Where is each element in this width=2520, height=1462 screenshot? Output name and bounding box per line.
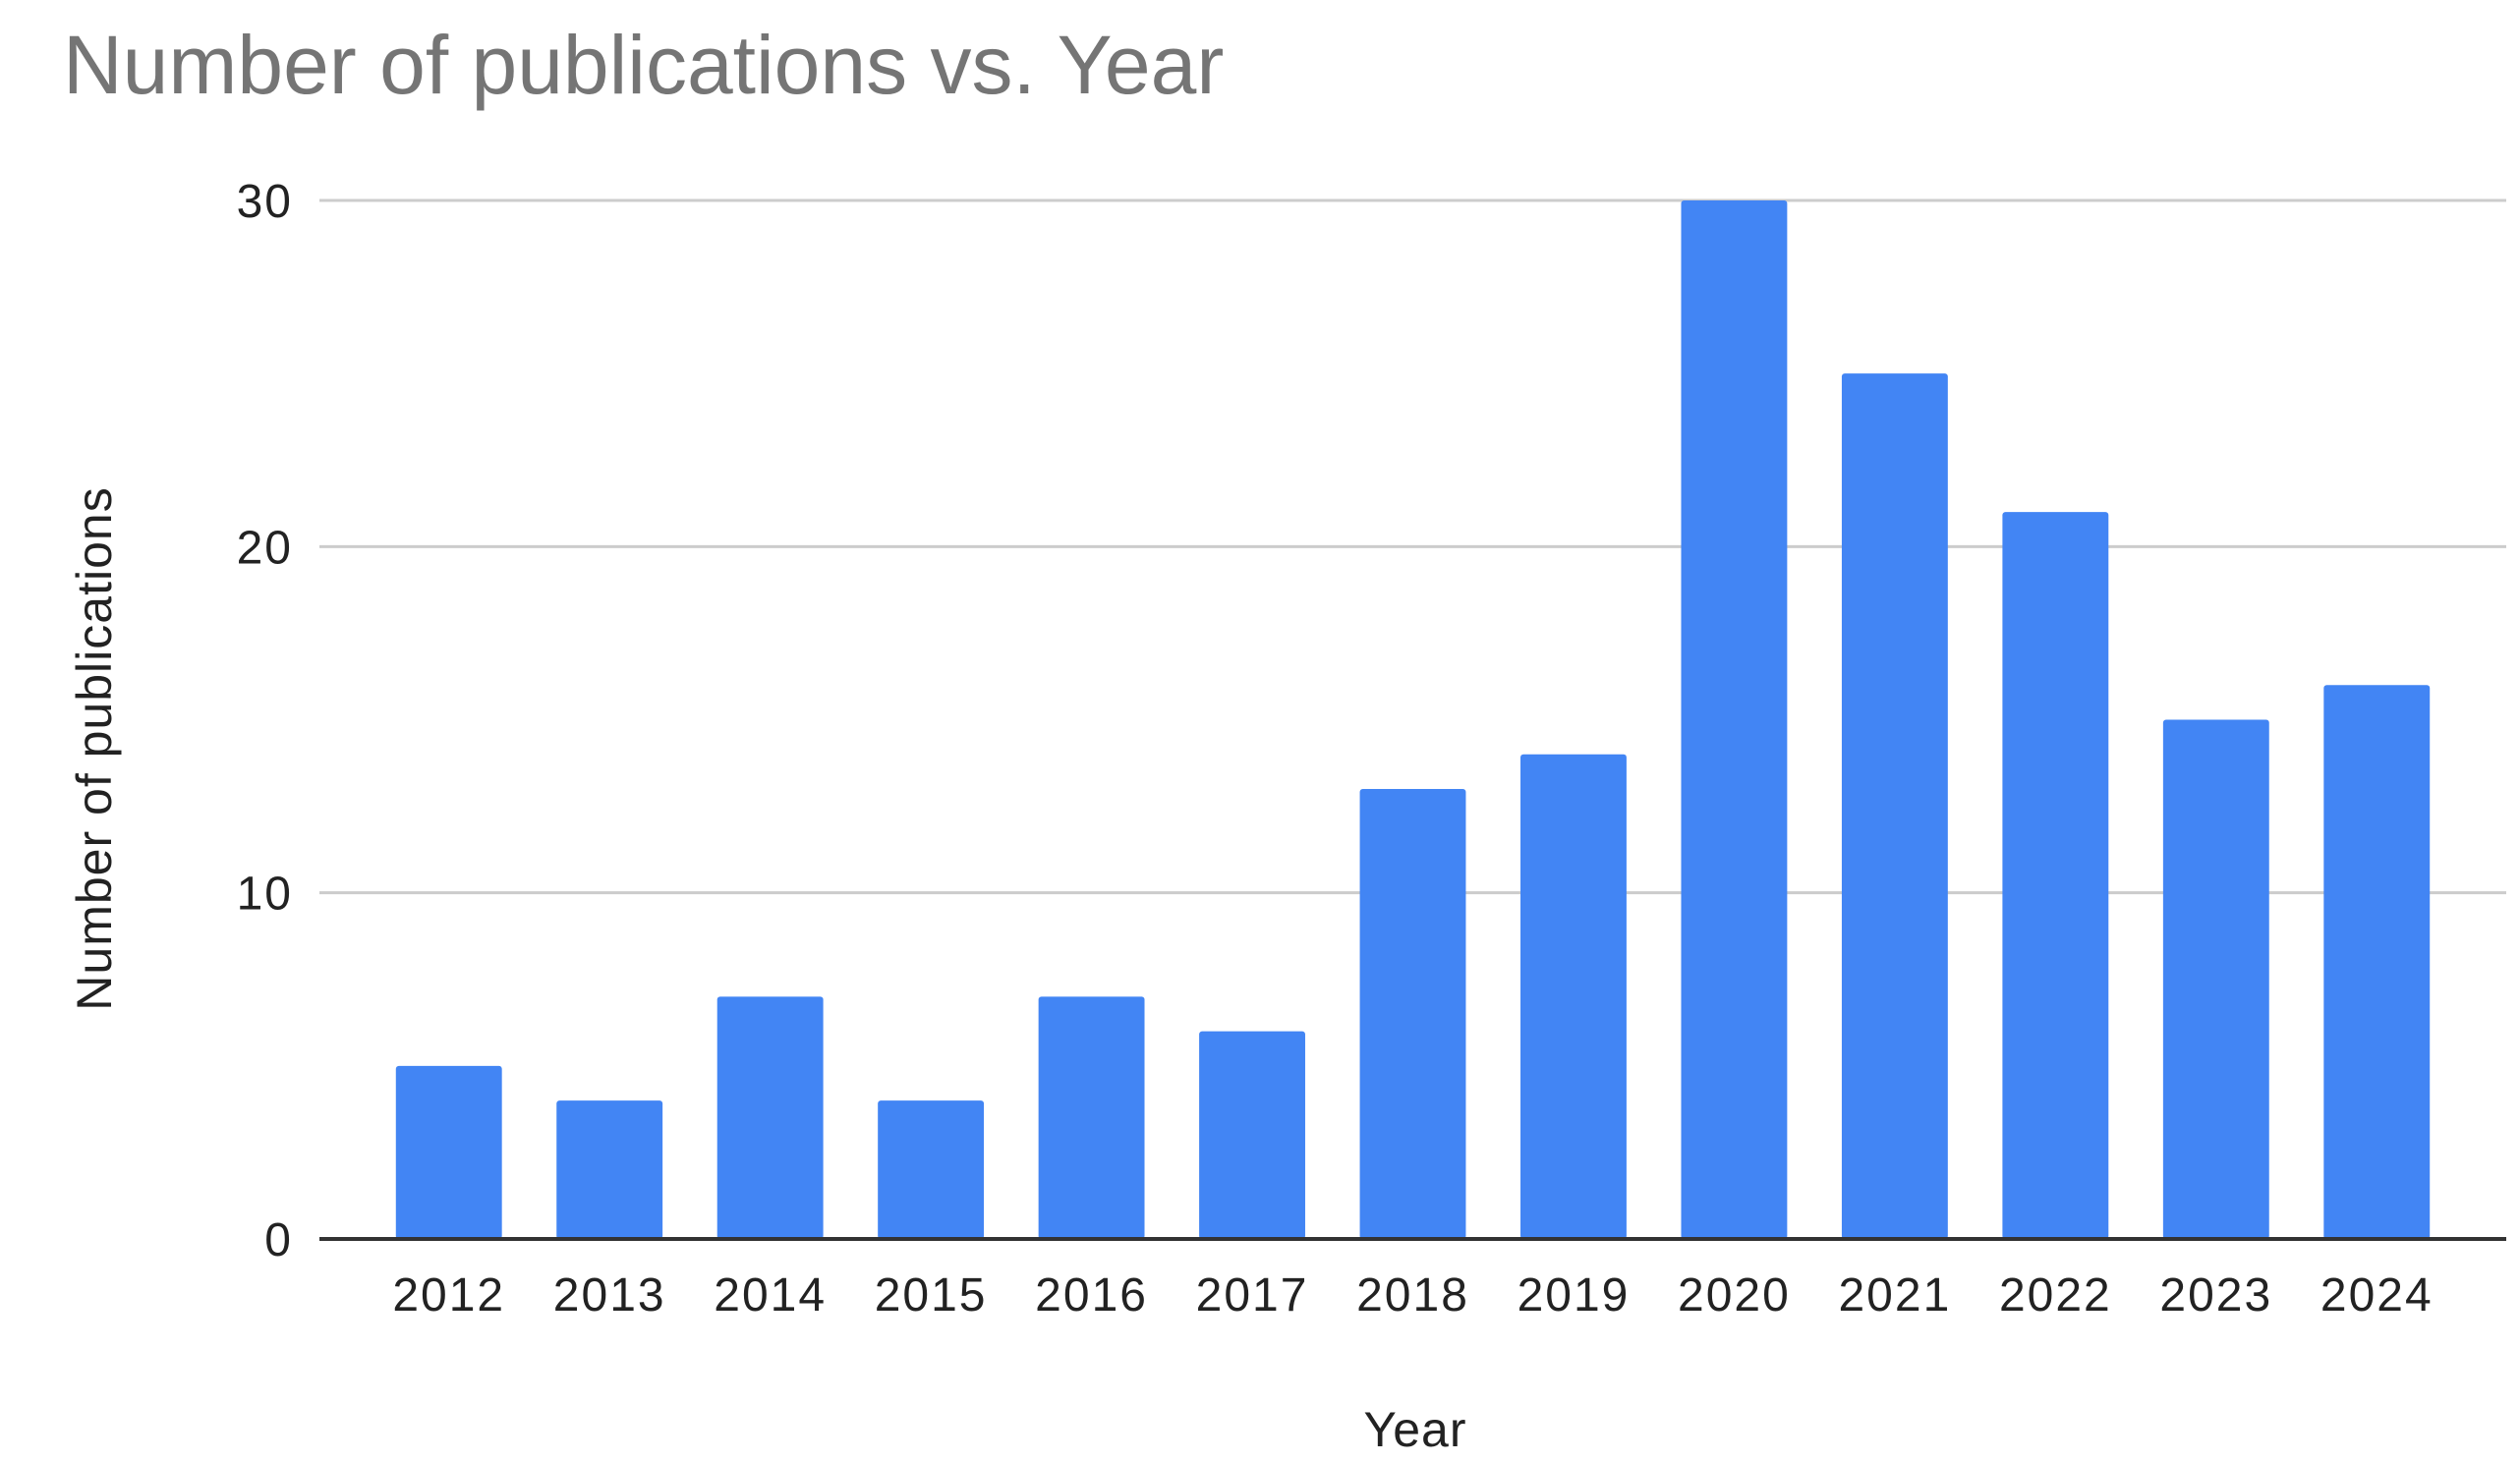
bars [395, 200, 2431, 1240]
bar-2018 [1359, 788, 1466, 1239]
x-tick-label: 2024 [2320, 1269, 2434, 1321]
chart-title: Number of publications vs. Year [63, 19, 1225, 111]
x-tick-label: 2022 [1999, 1269, 2112, 1321]
x-tick-label: 2015 [875, 1269, 988, 1321]
bar-2021 [1841, 373, 1948, 1240]
bar-2015 [878, 1100, 985, 1239]
x-tick-label: 2013 [553, 1269, 666, 1321]
bar-2016 [1038, 996, 1145, 1239]
y-axis-title: Number of publications [67, 486, 122, 1010]
y-tick-label: 30 [237, 176, 293, 228]
y-tick-label: 20 [237, 522, 293, 574]
x-tick-labels: 2012 2013 2014 2015 2016 2017 2018 2019 2020 2021… [392, 1269, 2434, 1321]
bar-2012 [395, 1065, 502, 1239]
bar-2020 [1681, 200, 1788, 1239]
x-axis-title: Year [1363, 1402, 1466, 1457]
x-tick-label: 2020 [1678, 1269, 1791, 1321]
x-tick-label: 2012 [392, 1269, 505, 1321]
bar-2014 [716, 996, 824, 1239]
y-tick-label: 0 [264, 1214, 293, 1266]
y-tick-label: 10 [237, 869, 293, 921]
bar-2022 [2002, 512, 2109, 1239]
bar-2017 [1199, 1031, 1305, 1239]
bar-2024 [2323, 685, 2431, 1239]
x-tick-label: 2018 [1356, 1269, 1469, 1321]
x-tick-label: 2019 [1518, 1269, 1631, 1321]
x-tick-label: 2023 [2159, 1269, 2272, 1321]
y-tick-labels: 0 10 20 30 [237, 176, 293, 1266]
bar-2023 [2162, 719, 2269, 1239]
x-tick-label: 2016 [1035, 1269, 1148, 1321]
x-tick-label: 2017 [1196, 1269, 1309, 1321]
bar-2013 [556, 1100, 663, 1239]
x-tick-label: 2021 [1838, 1269, 1951, 1321]
bar-2019 [1520, 754, 1627, 1239]
x-tick-label: 2014 [714, 1269, 827, 1321]
